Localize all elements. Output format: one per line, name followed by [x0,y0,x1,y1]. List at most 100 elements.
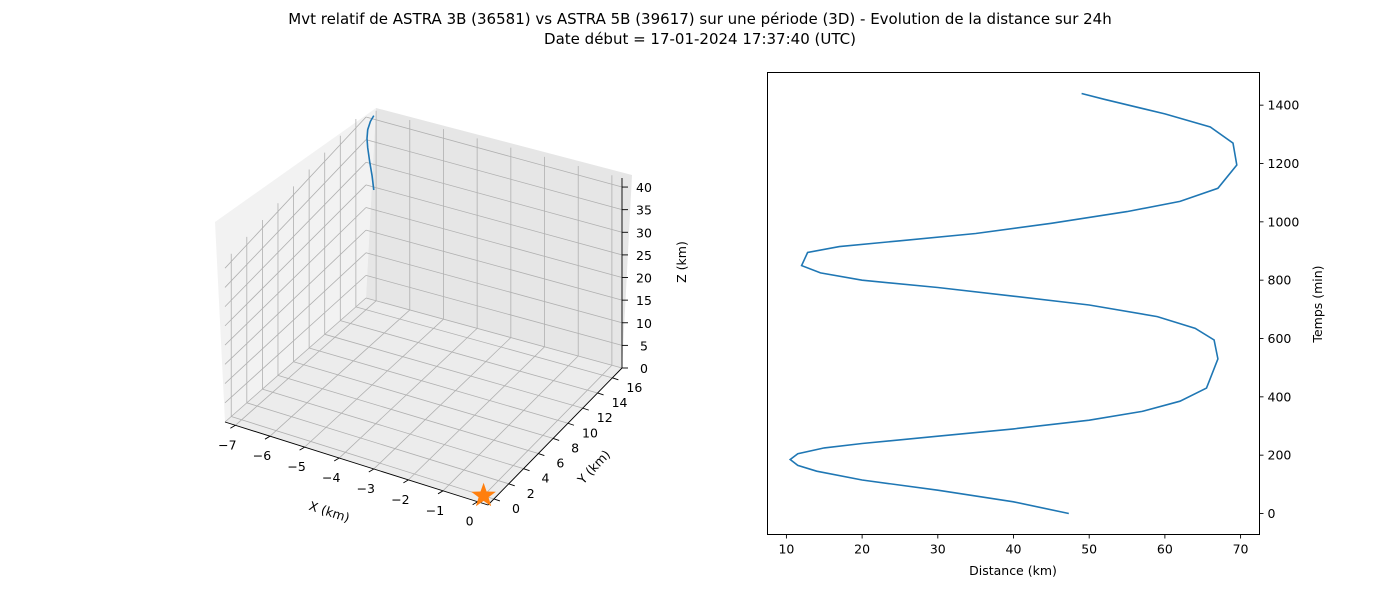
distance-tick-label: 30 [930,542,946,557]
x-tick [437,490,444,495]
x-tick-label: −1 [426,503,444,518]
axes-3d: −7−6−5−4−3−2−100246810121416051015202530… [218,178,652,529]
grid-line-z-back [365,229,623,301]
time-tick-label: 800 [1268,273,1292,288]
x-tick-label: −5 [287,459,305,474]
grid-line-y-floor [262,388,524,470]
x-tick-label: −4 [322,470,340,485]
figure-title-line-2: Date début = 17-01-2024 17:37:40 (UTC) [544,30,856,48]
x-tick-label: −3 [357,481,375,496]
time-axis-label: Temps (min) [1310,265,1325,343]
grid-line-z-back [365,184,623,256]
y-tick [553,437,560,441]
y-tick-label: 10 [582,425,598,440]
y-tick [523,468,530,472]
grid-line-z-left [224,252,367,384]
z-tick-label: 15 [636,293,652,308]
y-axis-line [487,367,623,506]
z-tick-label: 30 [636,225,652,240]
x-tick [472,501,478,506]
grid-line-x-floor [477,364,613,503]
y-tick-label: 14 [612,395,628,410]
x-tick [264,435,271,440]
grid-line-z-back [365,274,623,346]
grid-line-z-back [365,139,623,211]
y-tick [567,422,575,426]
distance-tick-label: 20 [854,542,870,557]
y-tick [612,377,619,381]
time-tick-label: 1400 [1268,98,1300,113]
grid-line-x-floor [373,337,512,470]
x-axis-line [224,421,489,506]
time-tick-label: 1200 [1268,156,1300,171]
z-tick-label: 10 [636,316,652,331]
grid-line-x-floor [442,355,579,492]
distance-tick-label: 50 [1081,542,1097,557]
grid-line-x-floor [235,300,377,426]
grid-line-z-back [365,252,623,324]
grid-line-z-back [365,116,623,188]
z-tick-label: 40 [636,180,652,195]
distance-tick-label: 60 [1157,542,1173,557]
distance-tick-label: 70 [1233,542,1249,557]
grid-line-y-floor [277,375,539,454]
plot-3d: −7−6−5−4−3−2−100246810121416051015202530… [215,108,689,529]
x-tick-label: 0 [466,514,474,529]
origin-star-marker [471,482,496,507]
time-tick-label: 600 [1268,331,1292,346]
z-tick-label: 35 [636,203,652,218]
y-tick [582,407,589,411]
grid-line-z-left [224,184,367,327]
grid-line-x-floor [338,328,478,459]
grid-line-z-back [365,207,623,278]
pane-left [215,108,376,422]
x-tick-label: −2 [391,492,409,507]
grid-line-x-floor [269,309,411,437]
y-axis-label: Y (km) [574,447,613,488]
z-tick-label: 25 [636,248,652,263]
grid-line-z-left [224,207,367,346]
time-tick-label: 0 [1268,506,1276,521]
grid-line-z-left [224,297,367,423]
x-axis-label: X (km) [307,498,351,525]
grid-line-y-floor [355,306,613,379]
pane-back [366,108,632,368]
x-tick [403,479,409,484]
grid-line-y-floor [324,333,583,409]
grid-line-z-back [365,161,623,233]
time-tick-label: 400 [1268,389,1292,404]
plot-2d: 10 20 30 40 50 60 700200400600800100012001400 … [767,72,1325,578]
figure-title-line-1: Mvt relatif de ASTRA 3B (36581) vs ASTRA… [288,10,1112,28]
x-tick [368,468,375,473]
distance-tick-label: 40 [1006,542,1022,557]
trajectory-3d-line [366,115,375,191]
time-tick-label: 200 [1268,448,1292,463]
distance-curve-line [788,92,1238,515]
grid-line-y-floor [231,416,495,500]
grid-line-z-left [224,139,367,288]
grid-line-y-floor [309,347,569,424]
grid-3d [224,110,623,503]
grid-line-y-floor [246,402,509,485]
x-tick [230,424,236,429]
x-tick-label: −6 [253,448,271,463]
ticks-2d: 10 20 30 40 50 60 70 0 200 400 600 800 1000 1200 1400 [778,98,1299,557]
y-tick [538,453,545,456]
z-tick-label: 0 [640,361,648,376]
y-tick-label: 6 [556,456,564,471]
y-tick-label: 4 [542,471,550,486]
x-tick-label: −7 [218,437,236,452]
x-tick [333,457,340,462]
y-tick [508,483,515,487]
grid-line-y-floor [340,320,598,394]
z-tick-label: 20 [636,271,652,286]
y-tick-label: 12 [597,410,613,425]
grid-line-z-left [224,275,367,404]
grid-line-z-left [224,229,367,365]
grid-line-y-floor [293,361,554,439]
z-axis-label: Z (km) [674,241,689,283]
y-tick-label: 2 [527,486,535,501]
distance-tick-label: 10 [778,542,794,557]
distance-axis-label: Distance (km) [969,563,1057,578]
